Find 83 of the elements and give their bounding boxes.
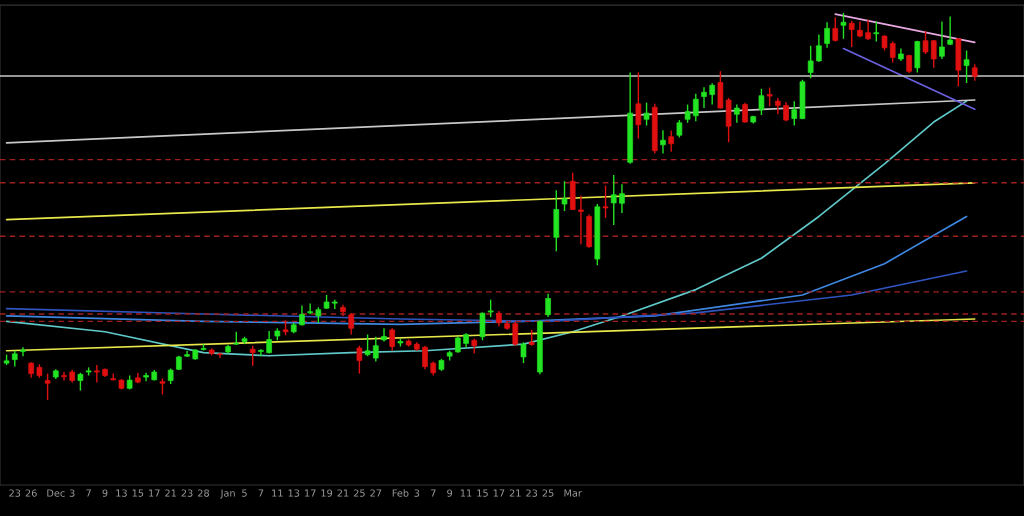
- x-tick-label: 21: [509, 489, 521, 497]
- candlestick: [578, 194, 584, 246]
- candlestick: [660, 129, 666, 155]
- candlestick: [692, 93, 699, 122]
- x-tick-label: 23: [9, 489, 21, 497]
- x-tick-label: 7: [258, 489, 264, 497]
- candlestick: [824, 21, 830, 49]
- candlestick: [758, 88, 765, 116]
- candlestick: [299, 304, 305, 327]
- x-tick-label: 25: [542, 489, 554, 497]
- x-tick-label: 13: [288, 489, 300, 497]
- x-tick-label: Mar: [564, 489, 582, 497]
- candlestick: [963, 49, 970, 84]
- candlestick: [520, 341, 527, 364]
- candlestick: [610, 174, 617, 226]
- candlestick: [873, 20, 880, 43]
- candlestick: [249, 345, 256, 367]
- candlestick: [684, 103, 691, 124]
- candlestick: [742, 101, 748, 124]
- candlestick: [44, 372, 51, 401]
- candlestick: [561, 180, 568, 212]
- x-tick-label: 11: [460, 489, 472, 497]
- x-tick-label: 5: [242, 489, 247, 497]
- candlestick: [348, 312, 354, 336]
- candlestick: [947, 15, 953, 46]
- candlestick: [635, 71, 642, 140]
- x-tick-label: 28: [198, 489, 210, 497]
- candlestick: [94, 364, 100, 384]
- candlestick: [922, 30, 929, 55]
- candlestick: [816, 33, 822, 63]
- x-tick-label: 3: [414, 489, 420, 497]
- x-tick-label: Feb: [392, 489, 409, 497]
- candlestick: [307, 302, 313, 316]
- candlestick: [545, 293, 551, 318]
- x-tick-label: 27: [370, 489, 382, 497]
- x-tick-label: Jan: [220, 489, 235, 499]
- x-tick-label: 21: [337, 489, 349, 497]
- candlestick: [930, 39, 937, 69]
- candlestick: [356, 345, 363, 375]
- candlestick: [61, 371, 67, 382]
- candlestick: [701, 86, 707, 109]
- candlestick: [840, 12, 847, 40]
- x-tick-label: 25: [353, 489, 365, 497]
- candlestick: [832, 16, 839, 43]
- candlestick: [20, 346, 26, 357]
- candlestick: [865, 19, 871, 41]
- candlestick: [766, 86, 773, 107]
- x-tick-label: 9: [447, 489, 453, 497]
- candlestick: [889, 40, 896, 64]
- x-tick-label: 17: [305, 489, 316, 497]
- x-tick-label: 17: [149, 489, 160, 497]
- candlestick: [668, 129, 674, 153]
- candlestick: [479, 311, 486, 341]
- candlestick: [848, 19, 855, 48]
- candlestick: [372, 336, 379, 363]
- x-tick-label: 7: [430, 489, 436, 497]
- candlestick: [791, 100, 798, 127]
- candlestick: [734, 103, 740, 124]
- candlestick: [258, 348, 264, 357]
- x-tick-label: 15: [477, 489, 488, 497]
- x-tick-label: 7: [86, 489, 91, 497]
- candlestick: [939, 20, 945, 60]
- x-tick-label: 26: [25, 489, 37, 497]
- x-tick-label: 17: [493, 489, 505, 497]
- x-tick-label: 19: [321, 489, 333, 497]
- candlestick: [709, 82, 716, 106]
- x-tick-label: Dec: [47, 489, 65, 497]
- x-tick-label: 23: [526, 489, 538, 497]
- candlestick: [364, 333, 371, 357]
- candlestick: [807, 45, 814, 79]
- candlestick: [643, 101, 650, 127]
- x-tick-label: 11: [272, 489, 283, 497]
- candlestick: [389, 327, 396, 352]
- candlestick: [422, 345, 428, 371]
- candlestick: [512, 321, 519, 347]
- x-tick-label: 3: [69, 489, 75, 497]
- x-tick-label: 9: [102, 489, 108, 497]
- x-tick-label: 23: [181, 489, 193, 497]
- candlestick: [619, 183, 625, 214]
- candlestick: [602, 184, 609, 219]
- x-tick-label: 15: [132, 489, 144, 497]
- x-tick-label: 21: [165, 489, 176, 497]
- x-tick-label: 13: [116, 489, 127, 497]
